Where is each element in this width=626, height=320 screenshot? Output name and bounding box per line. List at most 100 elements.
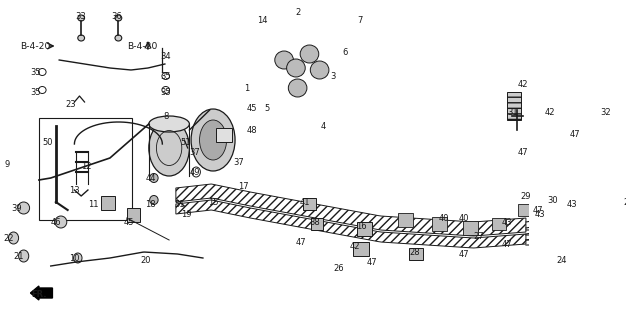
Text: 30: 30	[548, 196, 558, 205]
Text: 40: 40	[459, 214, 470, 223]
Bar	[575, 118, 587, 146]
Text: 46: 46	[51, 218, 61, 227]
Text: 29: 29	[521, 192, 531, 201]
Bar	[398, 213, 413, 227]
Ellipse shape	[300, 45, 319, 63]
Ellipse shape	[149, 120, 190, 176]
Text: 8: 8	[163, 112, 168, 121]
Text: 36: 36	[111, 12, 122, 21]
Text: 35: 35	[30, 88, 41, 97]
Text: 16: 16	[357, 222, 367, 231]
Text: 21: 21	[13, 252, 24, 261]
Text: 22: 22	[3, 234, 14, 243]
Bar	[540, 118, 555, 150]
Text: 35: 35	[160, 72, 171, 81]
Text: 47: 47	[295, 238, 306, 247]
Text: 31: 31	[507, 108, 518, 117]
Bar	[432, 217, 448, 231]
Text: 48: 48	[247, 126, 257, 135]
Bar	[127, 208, 140, 222]
Text: 47: 47	[459, 250, 470, 259]
Bar	[398, 213, 413, 227]
Text: 11: 11	[88, 200, 98, 209]
Bar	[612, 180, 626, 250]
Text: 20: 20	[140, 256, 151, 265]
Bar	[541, 199, 555, 211]
Ellipse shape	[78, 15, 85, 21]
Text: 42: 42	[350, 242, 361, 251]
Text: 39: 39	[12, 204, 23, 213]
Bar	[561, 193, 576, 207]
Text: 37: 37	[233, 158, 244, 167]
Text: 43: 43	[502, 218, 513, 227]
Text: 1: 1	[244, 84, 250, 93]
Ellipse shape	[78, 35, 85, 41]
Ellipse shape	[150, 173, 158, 182]
Text: 43: 43	[534, 210, 545, 219]
Text: 10: 10	[69, 254, 80, 263]
Bar	[518, 204, 530, 216]
Text: 19: 19	[181, 210, 192, 219]
Text: 4: 4	[321, 122, 326, 131]
Text: 25: 25	[624, 198, 626, 207]
Text: 50: 50	[42, 138, 53, 147]
Text: 12: 12	[81, 162, 91, 171]
Text: 35: 35	[30, 68, 41, 77]
Text: 14: 14	[257, 16, 267, 25]
Ellipse shape	[18, 202, 29, 214]
Text: 13: 13	[69, 186, 80, 195]
Text: 18: 18	[145, 200, 156, 209]
Ellipse shape	[150, 196, 158, 204]
Bar	[303, 198, 316, 210]
Bar	[463, 221, 478, 235]
Bar	[541, 199, 555, 211]
Text: 34: 34	[160, 52, 171, 61]
Text: B-4-20: B-4-20	[20, 42, 51, 51]
Text: 49: 49	[189, 168, 200, 177]
Bar	[409, 248, 423, 260]
Ellipse shape	[289, 79, 307, 97]
Ellipse shape	[74, 253, 82, 263]
Text: 7: 7	[357, 16, 363, 25]
Ellipse shape	[275, 51, 294, 69]
Text: 9: 9	[4, 160, 9, 169]
Text: 45: 45	[123, 218, 134, 227]
Text: 27: 27	[473, 232, 484, 241]
Ellipse shape	[115, 35, 121, 41]
Text: 5: 5	[265, 104, 270, 113]
Text: 47: 47	[533, 206, 543, 215]
Text: 47: 47	[367, 258, 377, 267]
Bar	[303, 198, 316, 210]
Bar	[311, 218, 323, 230]
Bar	[357, 222, 372, 236]
Text: 41: 41	[299, 198, 310, 207]
Text: 51: 51	[174, 200, 185, 209]
Text: B-4-20: B-4-20	[127, 42, 157, 51]
Ellipse shape	[115, 15, 121, 21]
Ellipse shape	[191, 109, 235, 171]
Text: 2: 2	[295, 8, 300, 17]
Text: FR.: FR.	[31, 290, 47, 299]
Text: 37: 37	[189, 148, 200, 157]
Text: 42: 42	[545, 108, 555, 117]
Bar	[561, 193, 576, 207]
Text: 42: 42	[517, 80, 528, 89]
Text: 47: 47	[570, 130, 580, 139]
Text: 47: 47	[517, 148, 528, 157]
Text: 15: 15	[208, 198, 218, 207]
Text: 6: 6	[342, 48, 347, 57]
Text: 17: 17	[239, 182, 249, 191]
Bar	[492, 218, 506, 230]
Text: 23: 23	[66, 100, 76, 109]
Text: 43: 43	[567, 200, 577, 209]
Text: 47: 47	[502, 240, 513, 249]
Bar	[39, 118, 132, 220]
Ellipse shape	[149, 116, 190, 132]
Bar	[507, 92, 521, 120]
Text: 3: 3	[331, 72, 336, 81]
Bar	[354, 242, 369, 256]
Text: 40: 40	[439, 214, 449, 223]
Text: 38: 38	[309, 218, 320, 227]
Bar	[463, 221, 478, 235]
Ellipse shape	[200, 120, 227, 160]
